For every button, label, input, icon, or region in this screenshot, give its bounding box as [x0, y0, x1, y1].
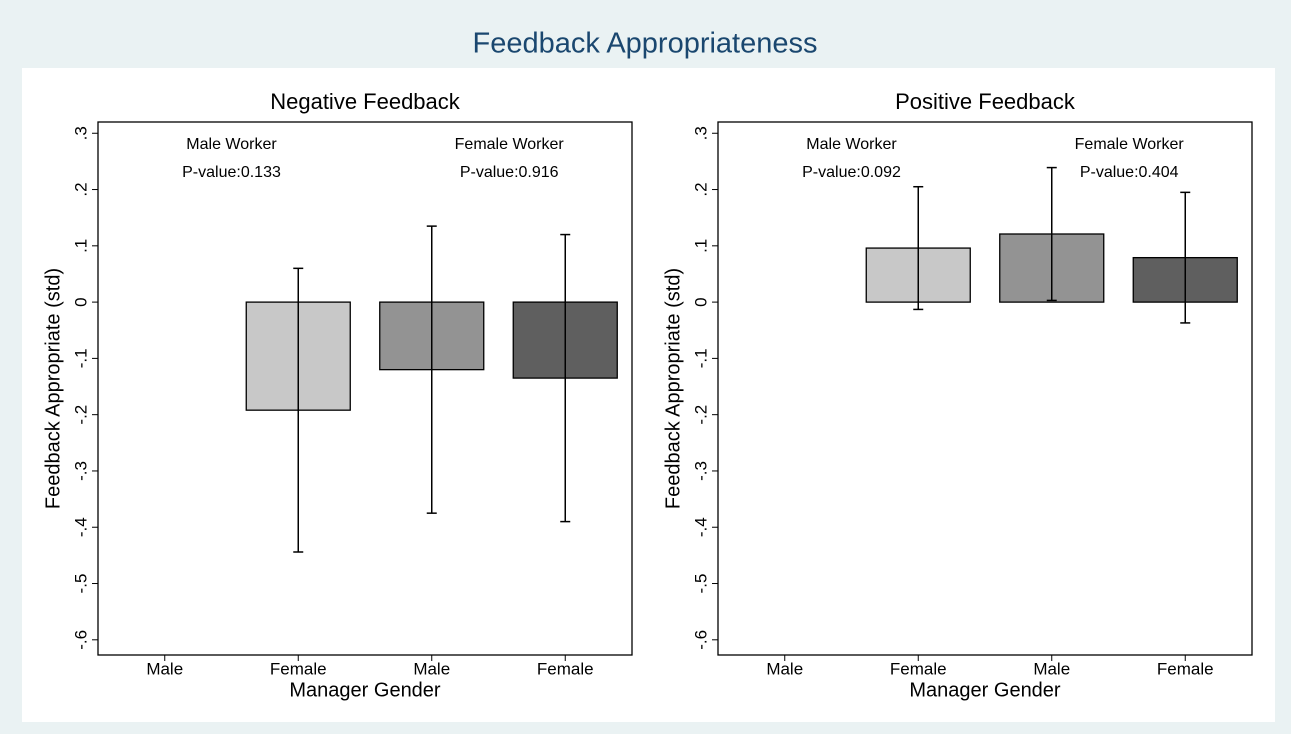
figure-title: Feedback Appropriateness — [473, 28, 818, 60]
y-tick-label: .1 — [71, 239, 90, 253]
annotation: P-value:0.404 — [1080, 164, 1179, 181]
error-bar — [913, 185, 924, 311]
y-tick-label: -.4 — [691, 517, 710, 537]
y-axis-title: Feedback Appropriate (std) — [42, 268, 64, 509]
plot-frame — [717, 121, 1253, 656]
subplot-title: Positive Feedback — [895, 89, 1076, 114]
y-tick-label: .3 — [691, 126, 710, 140]
error-bar — [293, 267, 304, 553]
y-tick-label: -.2 — [691, 405, 710, 425]
x-axis-title: Manager Gender — [289, 679, 441, 701]
y-tick-label: -.4 — [71, 517, 90, 537]
annotation: P-value:0.916 — [460, 164, 559, 181]
y-axis-title: Feedback Appropriate (std) — [662, 268, 684, 509]
x-tick-label: Male — [1033, 659, 1070, 678]
error-bar — [1180, 191, 1191, 324]
annotation: Male Worker — [806, 136, 897, 153]
x-tick-label: Female — [537, 659, 594, 678]
annotation: P-value:0.133 — [182, 164, 281, 181]
x-axis-title: Manager Gender — [909, 679, 1061, 701]
x-tick-label: Female — [890, 659, 947, 678]
x-tick-label: Male — [146, 659, 183, 678]
y-tick-label: .2 — [691, 182, 710, 196]
annotation: P-value:0.092 — [802, 164, 901, 181]
y-tick-label: -.3 — [691, 461, 710, 481]
x-tick-label: Male — [413, 659, 450, 678]
error-bar — [560, 233, 571, 523]
y-tick-label: -.6 — [71, 630, 90, 650]
x-tick-label: Male — [766, 659, 803, 678]
error-bar — [426, 225, 437, 514]
y-tick-label: .3 — [71, 126, 90, 140]
subplot-title: Negative Feedback — [270, 89, 461, 114]
plot-frame — [97, 121, 633, 656]
y-tick-label: -.6 — [691, 630, 710, 650]
y-tick-label: .1 — [691, 239, 710, 253]
annotation: Female Worker — [455, 136, 565, 153]
y-tick-label: -.1 — [691, 348, 710, 368]
x-tick-label: Female — [1157, 659, 1214, 678]
y-tick-label: -.2 — [71, 405, 90, 425]
y-tick-label: -.5 — [691, 574, 710, 594]
y-tick-label: -.1 — [71, 348, 90, 368]
y-tick-label: 0 — [71, 297, 90, 306]
y-tick-label: .2 — [71, 182, 90, 196]
annotation: Male Worker — [186, 136, 277, 153]
y-tick-label: -.5 — [71, 574, 90, 594]
x-tick-label: Female — [270, 659, 327, 678]
y-tick-label: 0 — [691, 297, 710, 306]
plot-region — [22, 68, 1275, 722]
y-tick-label: -.3 — [71, 461, 90, 481]
error-bar — [1046, 166, 1057, 302]
annotation: Female Worker — [1075, 136, 1185, 153]
